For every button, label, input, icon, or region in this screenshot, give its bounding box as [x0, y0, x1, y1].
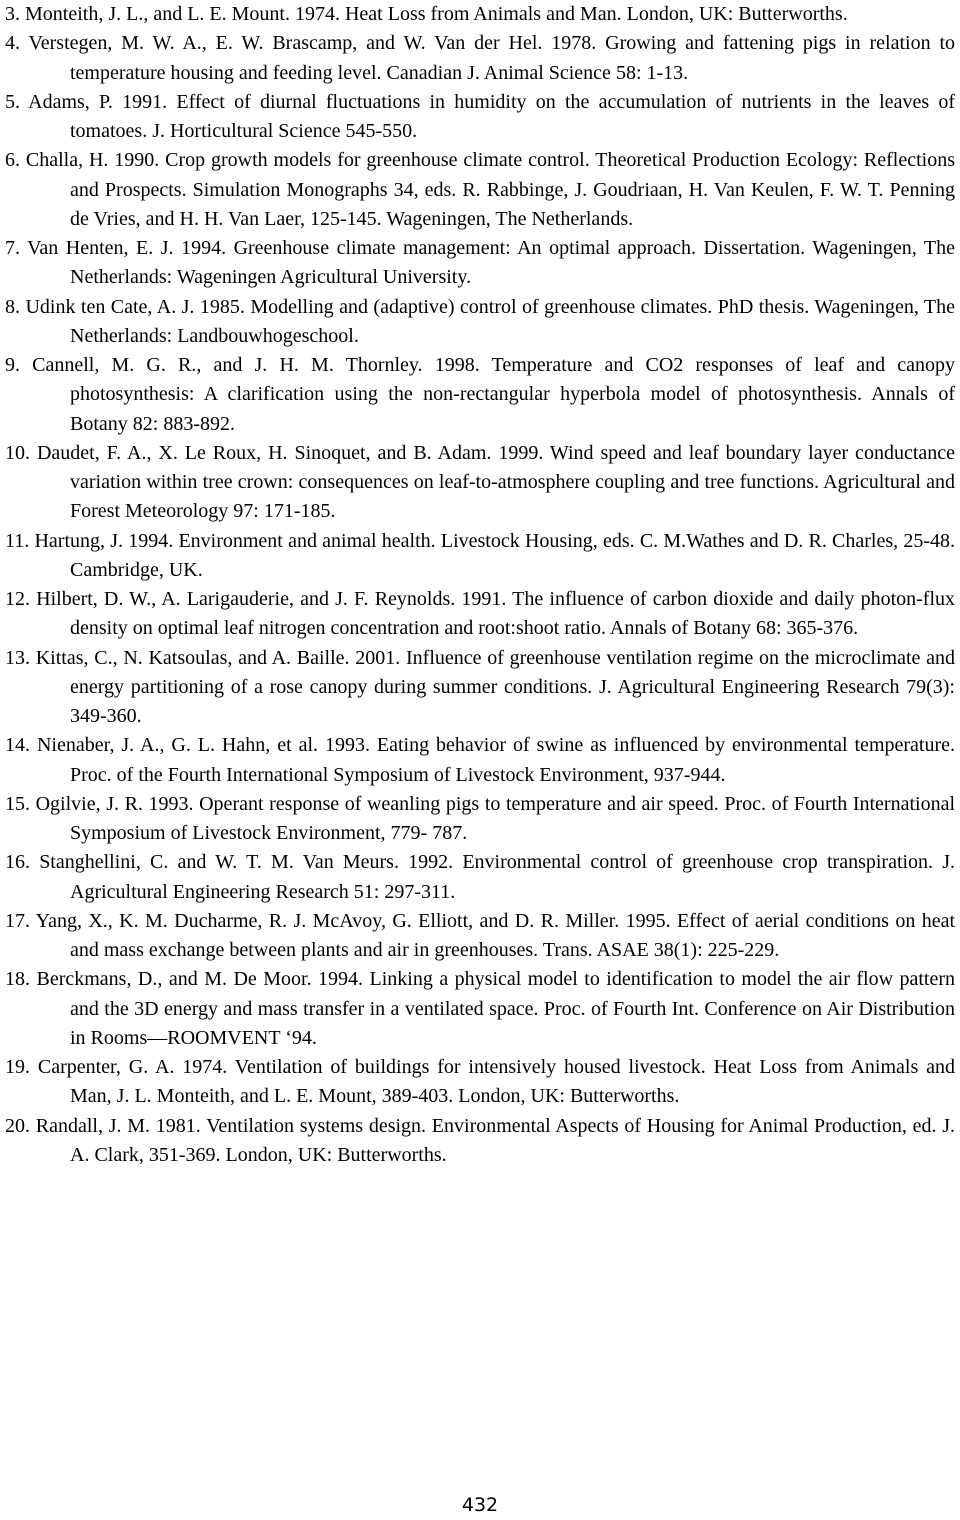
- reference-number: 20.: [5, 1114, 30, 1137]
- reference: 12. Hilbert, D. W., A. Larigauderie, and…: [5, 585, 955, 644]
- reference-text: Yang, X., K. M. Ducharme, R. J. McAvoy, …: [35, 909, 956, 961]
- reference-text: Udink ten Cate, A. J. 1985. Modelling an…: [25, 295, 956, 347]
- reference-text: Challa, H. 1990. Crop growth models for …: [25, 149, 955, 230]
- reference: 20. Randall, J. M. 1981. Ventilation sys…: [5, 1112, 955, 1171]
- reference-number: 13.: [5, 646, 30, 669]
- reference-number: 15.: [5, 792, 30, 815]
- reference: 9. Cannell, M. G. R., and J. H. M. Thorn…: [5, 351, 955, 439]
- reference-number: 16.: [5, 851, 30, 874]
- reference: 13. Kittas, C., N. Katsoulas, and A. Bai…: [5, 644, 955, 732]
- reference-text: Ogilvie, J. R. 1993. Operant response of…: [35, 792, 956, 844]
- reference-text: Hartung, J. 1994. Environment and animal…: [34, 529, 955, 581]
- reference-text: Monteith, J. L., and L. E. Mount. 1974. …: [25, 3, 848, 25]
- reference: 4. Verstegen, M. W. A., E. W. Brascamp, …: [5, 29, 955, 88]
- reference-text: Kittas, C., N. Katsoulas, and A. Baille.…: [35, 646, 955, 728]
- reference-number: 4.: [5, 32, 20, 55]
- reference-text: Verstegen, M. W. A., E. W. Brascamp, and…: [28, 32, 955, 84]
- reference-text: Daudet, F. A., X. Le Roux, H. Sinoquet, …: [36, 441, 956, 523]
- reference: 16. Stanghellini, C. and W. T. M. Van Me…: [5, 848, 955, 907]
- reference-text: Van Henten, E. J. 1994. Greenhouse clima…: [27, 237, 956, 289]
- reference-number: 11.: [5, 529, 30, 552]
- reference-text: Berckmans, D., and M. De Moor. 1994. Lin…: [36, 968, 956, 1049]
- reference-number: 7.: [5, 237, 20, 259]
- reference: 8. Udink ten Cate, A. J. 1985. Modelling…: [5, 293, 955, 352]
- reference-number: 8.: [5, 295, 20, 318]
- reference: 18. Berckmans, D., and M. De Moor. 1994.…: [5, 965, 955, 1053]
- reference-number: 6.: [5, 149, 20, 172]
- reference-number: 9.: [5, 354, 20, 376]
- reference-number: 18.: [5, 968, 30, 991]
- reference-number: 3.: [5, 3, 20, 25]
- reference-text: Adams, P. 1991. Effect of diurnal fluctu…: [28, 90, 955, 142]
- reference: 15. Ogilvie, J. R. 1993. Operant respons…: [5, 790, 955, 849]
- reference-text: Cannell, M. G. R., and J. H. M. Thornley…: [32, 354, 956, 435]
- reference: 6. Challa, H. 1990. Crop growth models f…: [5, 146, 955, 234]
- reference: 14. Nienaber, J. A., G. L. Hahn, et al. …: [5, 731, 955, 790]
- reference: 3. Monteith, J. L., and L. E. Mount. 197…: [5, 0, 955, 29]
- reference: 19. Carpenter, G. A. 1974. Ventilation o…: [5, 1053, 955, 1112]
- page-number: 432: [461, 1494, 499, 1516]
- reference-number: 5.: [5, 90, 20, 113]
- reference-text: Stanghellini, C. and W. T. M. Van Meurs.…: [39, 851, 956, 903]
- reference-number: 12.: [5, 588, 30, 610]
- reference-text: Nienaber, J. A., G. L. Hahn, et al. 1993…: [36, 734, 956, 786]
- reference-number: 14.: [5, 734, 30, 757]
- reference-list: 3. Monteith, J. L., and L. E. Mount. 197…: [5, 0, 955, 1170]
- reference-number: 10.: [5, 441, 30, 464]
- reference-number: 19.: [5, 1056, 30, 1078]
- reference: 11. Hartung, J. 1994. Environment and an…: [5, 527, 955, 586]
- reference-text: Randall, J. M. 1981. Ventilation systems…: [35, 1114, 956, 1166]
- reference: 10. Daudet, F. A., X. Le Roux, H. Sinoqu…: [5, 439, 955, 527]
- reference: 7. Van Henten, E. J. 1994. Greenhouse cl…: [5, 234, 955, 293]
- reference-text: Hilbert, D. W., A. Larigauderie, and J. …: [36, 588, 955, 640]
- reference: 5. Adams, P. 1991. Effect of diurnal flu…: [5, 88, 955, 147]
- reference: 17. Yang, X., K. M. Ducharme, R. J. McAv…: [5, 907, 955, 966]
- reference-number: 17.: [5, 909, 30, 932]
- reference-text: Carpenter, G. A. 1974. Ventilation of bu…: [37, 1056, 955, 1108]
